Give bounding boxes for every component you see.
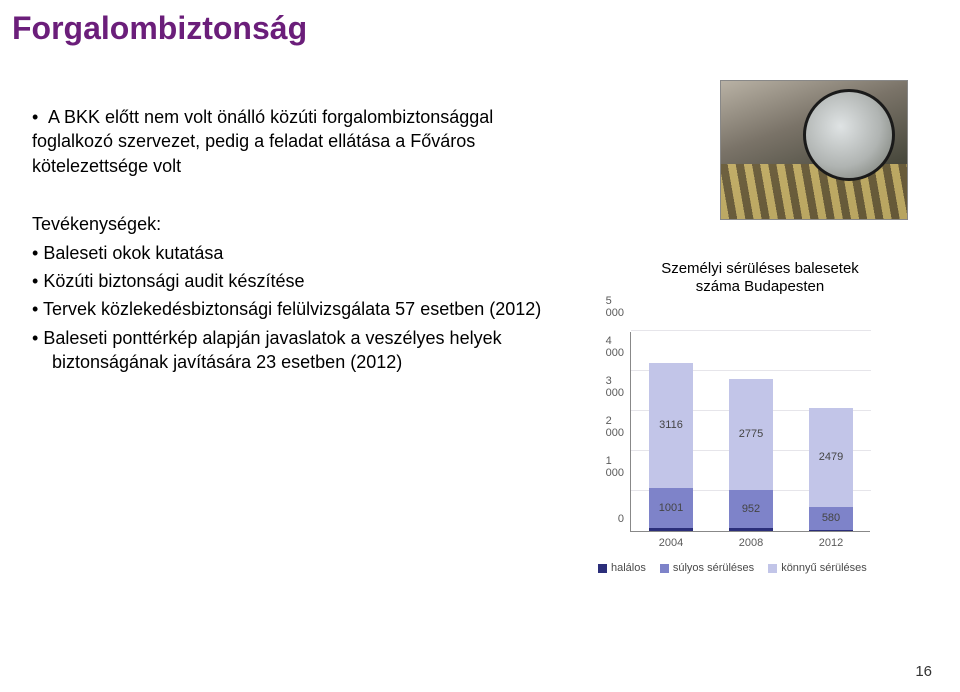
bar: 82 952 2775 xyxy=(729,379,773,531)
bar-segment: 29 xyxy=(809,530,853,531)
legend-item: halálos xyxy=(598,562,646,574)
y-tick-label: 5 000 xyxy=(606,295,624,319)
accidents-chart: Személyi sérüléses balesetek száma Budap… xyxy=(590,260,930,574)
content-column: •A BKK előtt nem volt önálló közúti forg… xyxy=(32,105,552,378)
page-number: 16 xyxy=(915,663,932,680)
legend-label: könnyű sérüléses xyxy=(781,562,867,574)
chart-title: Személyi sérüléses balesetek száma Budap… xyxy=(590,260,930,296)
chart-title-line1: Személyi sérüléses balesetek xyxy=(661,260,859,277)
y-tick-label: 4 000 xyxy=(606,335,624,359)
bullet-list: Baleseti okok kutatása Közúti biztonsági… xyxy=(32,241,552,374)
road-stripes-icon xyxy=(721,164,907,219)
bar-segment: 1001 xyxy=(649,488,693,528)
list-item: Tervek közlekedésbiztonsági felülvizsgál… xyxy=(32,297,552,321)
plot-area: 01 0002 0003 0004 0005 00087100131162004… xyxy=(630,332,870,532)
y-tick-label: 2 000 xyxy=(606,415,624,439)
bar-segment: 2479 xyxy=(809,408,853,507)
legend-label: halálos xyxy=(611,562,646,574)
x-tick-label: 2008 xyxy=(739,537,763,549)
bar-segment: 952 xyxy=(729,490,773,528)
gridline xyxy=(631,330,871,331)
bar-segment: 2775 xyxy=(729,379,773,490)
section-label: Tevékenységek: xyxy=(32,214,552,235)
legend-swatch-icon xyxy=(598,564,607,573)
intro-text: A BKK előtt nem volt önálló közúti forga… xyxy=(32,107,493,176)
y-tick-label: 3 000 xyxy=(606,375,624,399)
bar-value-label: 1001 xyxy=(649,502,693,514)
legend-swatch-icon xyxy=(768,564,777,573)
list-item: Baleseti ponttérkép alapján javaslatok a… xyxy=(32,326,552,375)
bar-value-label: 2479 xyxy=(809,451,853,463)
chart-legend: halálos súlyos sérüléses könnyű sérüléses xyxy=(598,562,930,574)
convex-mirror-icon xyxy=(803,89,895,181)
x-tick-label: 2004 xyxy=(659,537,683,549)
bar-segment: 3116 xyxy=(649,363,693,488)
legend-item: könnyű sérüléses xyxy=(768,562,867,574)
legend-swatch-icon xyxy=(660,564,669,573)
bar-segment: 82 xyxy=(729,528,773,531)
traffic-mirror-photo xyxy=(720,80,908,220)
bar-segment: 87 xyxy=(649,528,693,531)
bar-value-label: 2775 xyxy=(729,428,773,440)
bar-value-label: 580 xyxy=(809,512,853,524)
legend-label: súlyos sérüléses xyxy=(673,562,754,574)
chart-plot: 01 0002 0003 0004 0005 00087100131162004… xyxy=(630,302,930,532)
list-item: Közúti biztonsági audit készítése xyxy=(32,269,552,293)
intro-paragraph: •A BKK előtt nem volt önálló közúti forg… xyxy=(32,105,552,178)
x-tick-label: 2012 xyxy=(819,537,843,549)
chart-title-line2: száma Budapesten xyxy=(696,278,824,295)
page-title: Forgalombiztonság xyxy=(12,10,307,47)
bar: 29 580 2479 xyxy=(809,408,853,532)
list-item: Baleseti okok kutatása xyxy=(32,241,552,265)
bar: 87 1001 3116 xyxy=(649,363,693,531)
legend-item: súlyos sérüléses xyxy=(660,562,754,574)
y-tick-label: 0 xyxy=(618,513,624,525)
y-tick-label: 1 000 xyxy=(606,455,624,479)
bar-value-label: 3116 xyxy=(649,419,693,431)
bar-value-label: 952 xyxy=(729,503,773,515)
bar-segment: 580 xyxy=(809,507,853,530)
